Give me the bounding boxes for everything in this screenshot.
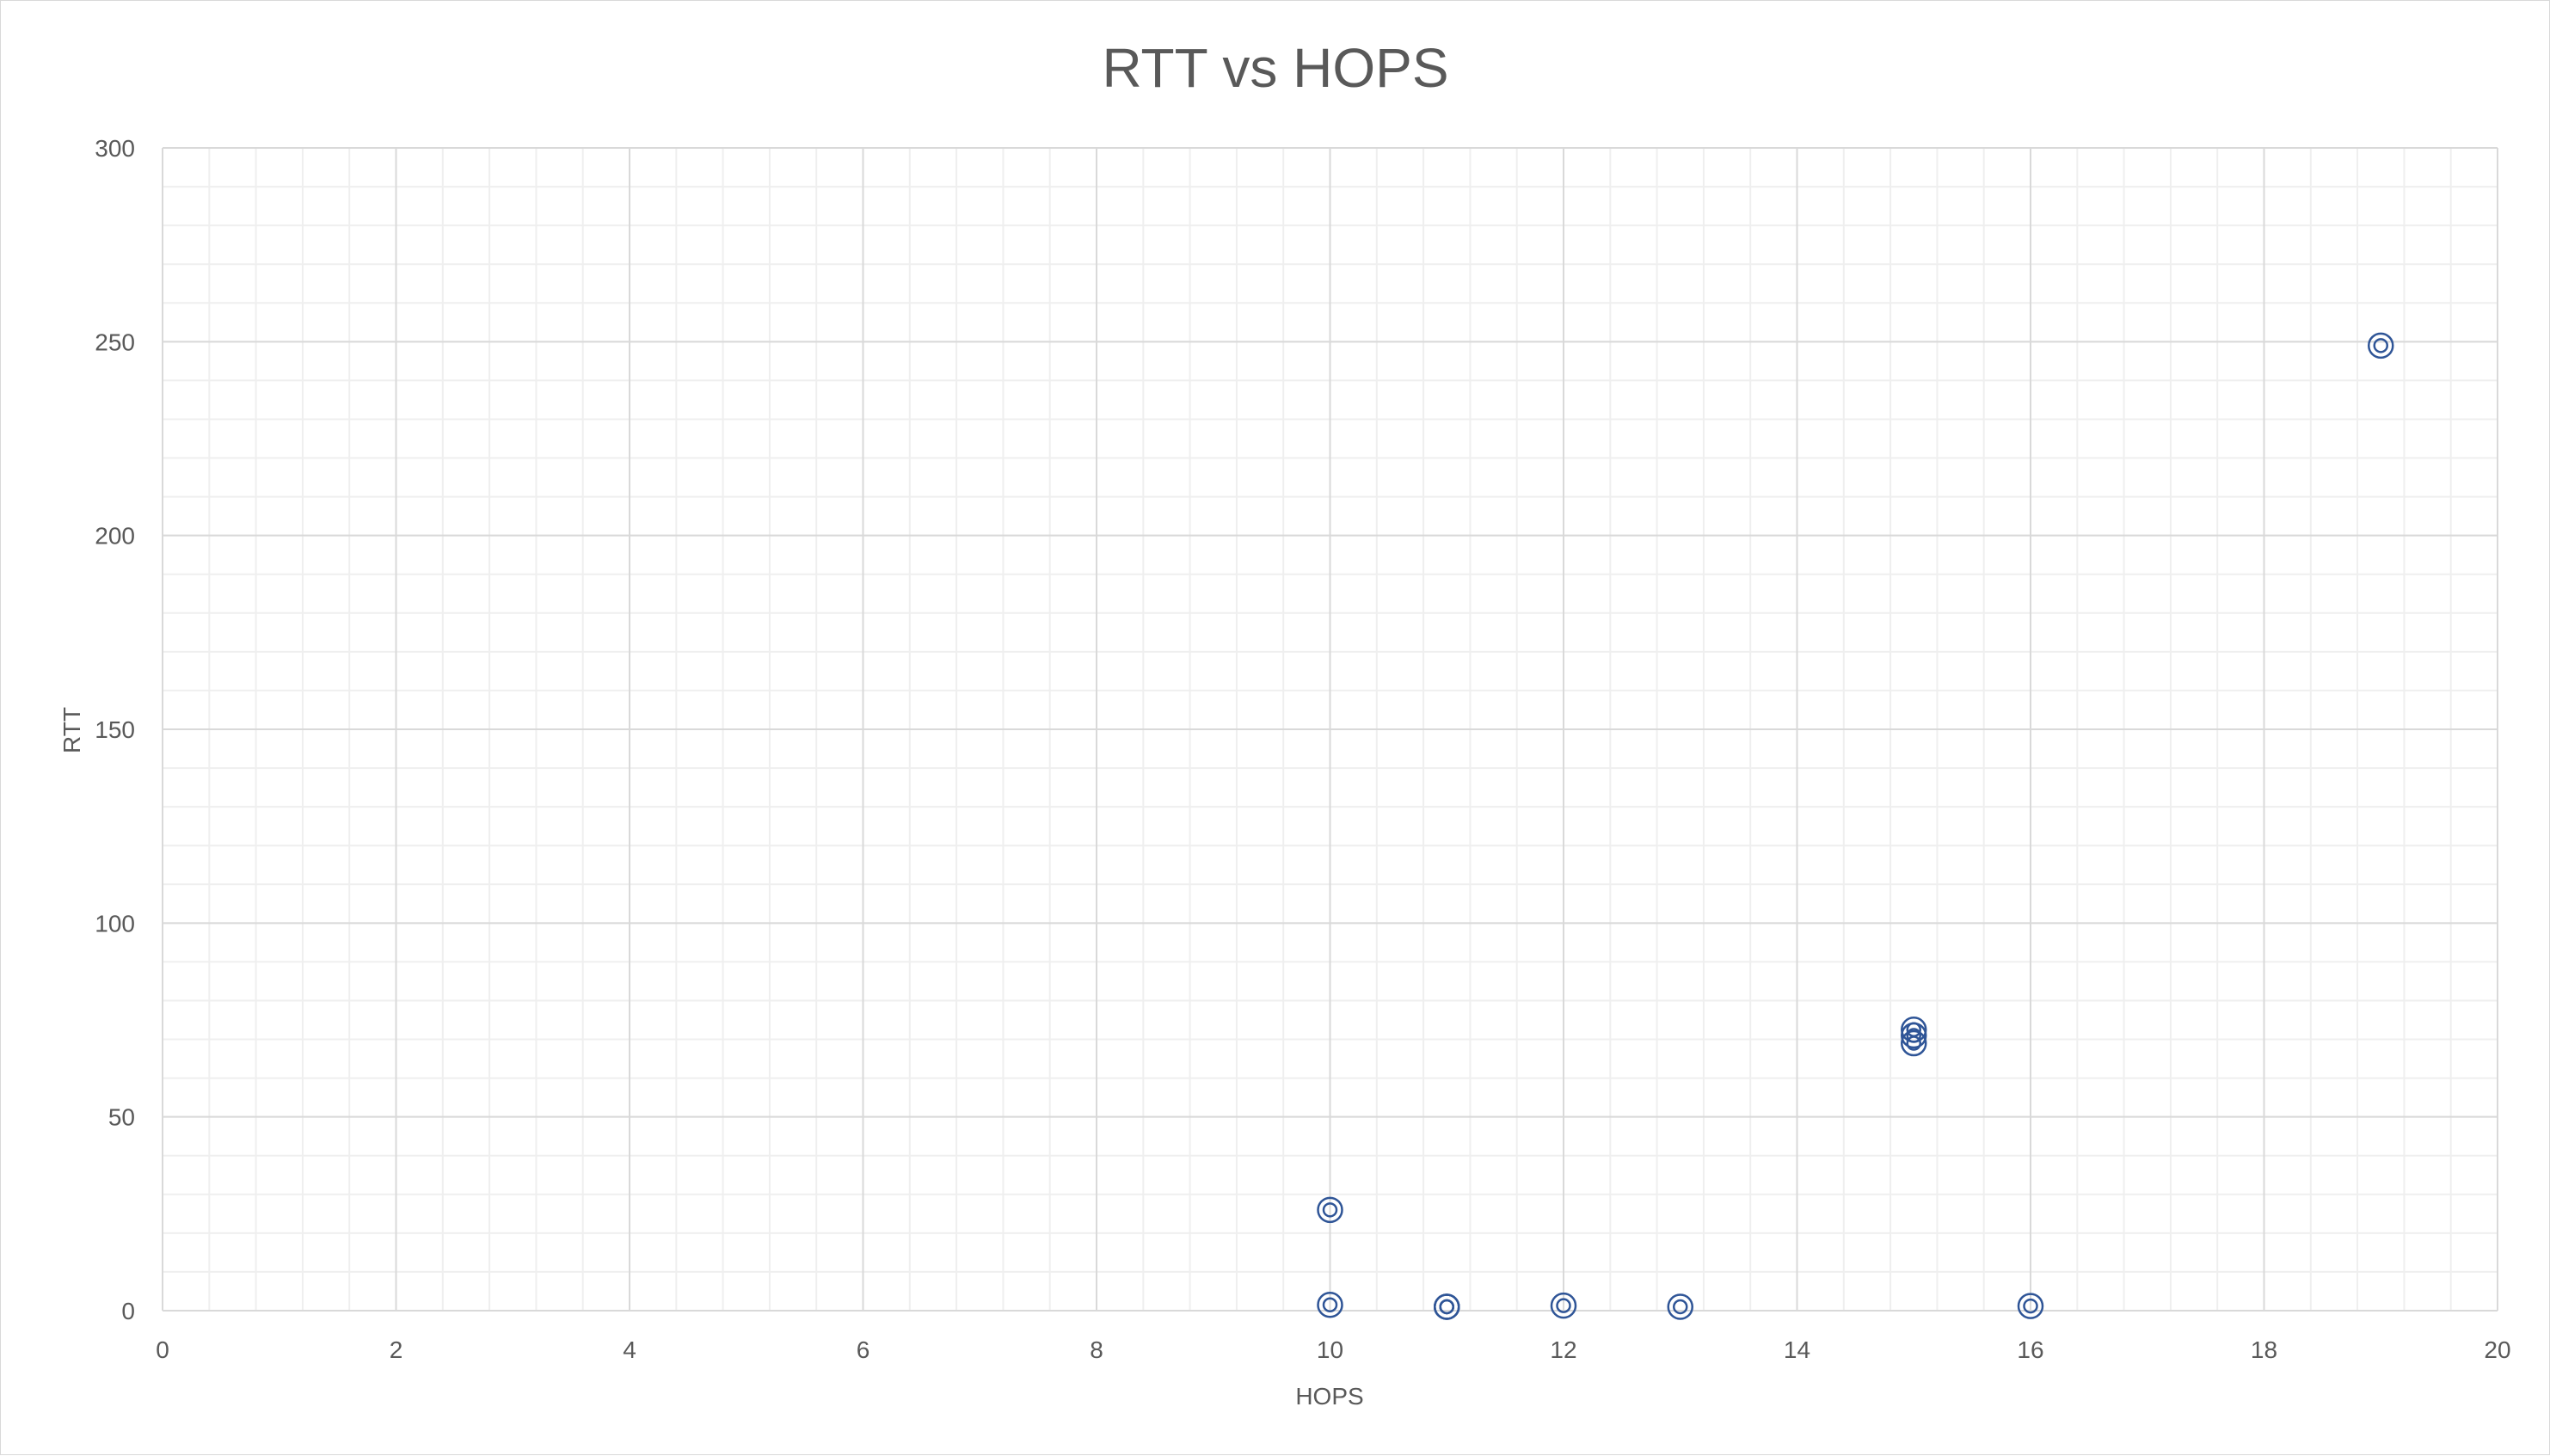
data-point	[2017, 1293, 2044, 1319]
x-tick-label: 14	[1784, 1336, 1810, 1363]
data-point	[1550, 1292, 1577, 1319]
y-tick-label: 300	[95, 135, 135, 162]
chart-title: RTT vs HOPS	[1102, 37, 1448, 99]
y-axis-tick-labels: 0 50 100 150 200 250 300	[95, 135, 135, 1324]
data-point-inner-ring	[1673, 1299, 1688, 1315]
y-tick-label: 200	[95, 523, 135, 550]
data-point	[1667, 1293, 1693, 1320]
x-tick-label: 6	[857, 1336, 870, 1363]
data-points	[1317, 332, 2394, 1320]
data-point-outer-ring	[1667, 1293, 1693, 1320]
data-point-outer-ring	[1901, 1022, 1927, 1049]
data-point	[1317, 1196, 1343, 1224]
data-point-inner-ring	[1556, 1298, 1571, 1313]
x-tick-label: 20	[2484, 1336, 2510, 1363]
data-point-outer-ring	[1434, 1293, 1460, 1320]
x-tick-label: 0	[156, 1336, 169, 1363]
data-point-inner-ring	[1322, 1297, 1338, 1312]
data-point	[1434, 1293, 1460, 1320]
major-gridlines	[162, 147, 2498, 1312]
data-point-outer-ring	[1901, 1029, 1927, 1057]
data-point-inner-ring	[2373, 338, 2388, 353]
data-point-inner-ring	[1439, 1299, 1454, 1315]
data-point-outer-ring	[1317, 1291, 1343, 1318]
data-point-inner-ring	[1906, 1028, 1921, 1043]
y-tick-label: 250	[95, 329, 135, 355]
x-axis-tick-labels: 0 2 4 6 8 10 12 14 16 18 20	[156, 1336, 2510, 1363]
data-point-outer-ring	[1317, 1196, 1343, 1224]
x-tick-label: 16	[2017, 1336, 2043, 1363]
y-axis-title: RTT	[58, 707, 85, 753]
data-point	[1317, 1291, 1343, 1318]
data-point-inner-ring	[2023, 1298, 2038, 1314]
data-point	[1901, 1029, 1927, 1057]
x-tick-label: 18	[2251, 1336, 2277, 1363]
x-tick-label: 12	[1550, 1336, 1576, 1363]
x-tick-label: 8	[1090, 1336, 1103, 1363]
x-axis-title: HOPS	[1295, 1383, 1363, 1410]
data-point	[1901, 1022, 1927, 1049]
y-tick-label: 50	[108, 1104, 135, 1131]
data-point-inner-ring	[1906, 1035, 1921, 1051]
data-point-outer-ring	[2368, 332, 2394, 359]
data-point	[2368, 332, 2394, 359]
data-point-inner-ring	[1322, 1202, 1338, 1218]
y-tick-label: 100	[95, 910, 135, 937]
x-tick-label: 10	[1317, 1336, 1343, 1363]
data-point-outer-ring	[1550, 1292, 1577, 1319]
y-tick-label: 0	[121, 1298, 135, 1324]
y-tick-label: 150	[95, 716, 135, 743]
x-tick-label: 2	[390, 1336, 403, 1363]
x-tick-label: 4	[623, 1336, 636, 1363]
data-point-outer-ring	[2017, 1293, 2044, 1319]
